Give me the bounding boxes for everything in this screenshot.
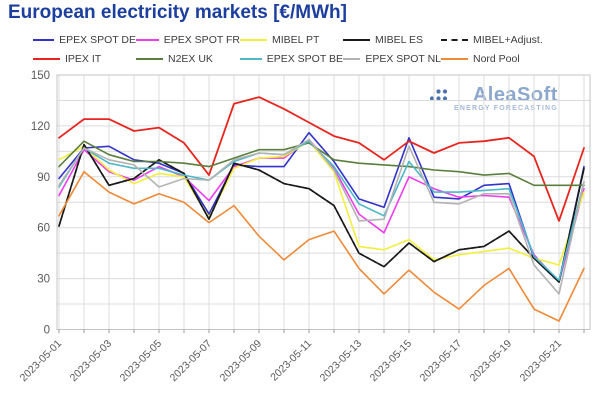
legend-swatch [441,58,468,60]
series-line-mibel-es [58,143,585,283]
legend-label: MIBEL PT [272,34,320,46]
x-tick-label: 2023-05-21 [518,338,565,385]
series-line-ipex-it [58,96,585,222]
legend-item-ipex-it: IPEX IT [33,53,136,65]
y-tick-label: 30 [37,274,50,286]
x-tick-label: 2023-05-15 [368,338,415,385]
legend-item-nord-pool: Nord Pool [441,53,561,65]
x-tick-label: 2023-05-09 [218,338,265,385]
x-tick-label: 2023-05-11 [268,338,314,384]
series-line-mibel-adjust- [58,143,585,283]
legend-label: MIBEL ES [375,34,424,46]
plot-frame [56,74,591,330]
x-tick-label: 2023-05-05 [118,338,165,385]
series-line-n2ex-uk [58,140,585,187]
series-line-mibel-pt [58,140,585,266]
legend-swatch [441,39,468,41]
y-tick-label: 0 [44,325,50,337]
legend-label: EPEX SPOT NL [365,53,441,65]
legend-swatch [240,58,262,60]
legend-item-mibel-pt: MIBEL PT [240,34,343,46]
legend-swatch [136,58,163,60]
legend-item-epex-spot-nl: EPEX SPOT NL [343,53,441,65]
x-tick-label: 2023-05-01 [18,338,65,385]
series-line-epex-spot-nl [58,138,585,295]
chart-legend: EPEX SPOT DE EPEX SPOT FR MIBEL PT MIBEL ES… [33,34,593,65]
y-tick-label: 120 [31,121,50,133]
legend-label: EPEX SPOT BE [266,53,343,65]
legend-swatch [343,58,361,60]
y-tick-label: 90 [37,172,50,184]
legend-label: EPEX SPOT DE [59,34,136,46]
page-title: European electricity markets [€/MWh] [8,2,347,23]
legend-item-epex-spot-de: EPEX SPOT DE [33,34,136,46]
y-tick-label: 60 [37,223,50,235]
legend-item-epex-spot-fr: EPEX SPOT FR [136,34,240,46]
legend-item-epex-spot-be: EPEX SPOT BE [240,53,343,65]
legend-label: IPEX IT [65,53,102,65]
legend-label: Nord Pool [473,53,520,65]
legend-swatch [343,39,370,41]
x-tick-label: 2023-05-13 [318,338,365,385]
legend-swatch [33,58,60,60]
legend-item-mibel-es: MIBEL ES [343,34,441,46]
x-tick-label: 2023-05-07 [168,338,215,385]
legend-swatch [136,39,159,41]
legend-label: MIBEL+Adjust. [473,34,543,46]
legend-swatch [240,39,267,41]
x-tick-label: 2023-05-17 [418,338,465,385]
legend-label: N2EX UK [168,53,213,65]
legend-swatch [33,39,55,41]
y-tick-label: 150 [31,70,50,82]
x-tick-label: 2023-05-19 [468,338,515,385]
legend-item-n2ex-uk: N2EX UK [136,53,240,65]
legend-label: EPEX SPOT FR [163,34,240,46]
legend-item-mibel-adjust-: MIBEL+Adjust. [441,34,561,46]
series-line-nord-pool [58,170,585,322]
x-tick-label: 2023-05-03 [68,338,115,385]
